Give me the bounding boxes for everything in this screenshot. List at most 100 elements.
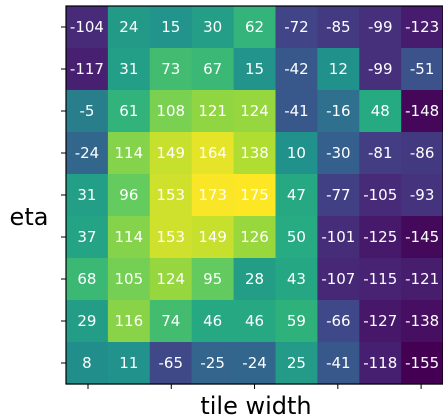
heatmap-cell	[317, 342, 360, 385]
heatmap-cell-value: -42	[284, 60, 309, 78]
heatmap-cell	[149, 90, 193, 133]
heatmap-cell	[359, 342, 402, 385]
heatmap-cells	[66, 6, 443, 385]
heatmap-cell-value: 50	[287, 228, 306, 246]
heatmap-cell	[317, 48, 360, 91]
heatmap-cell-value: 43	[287, 270, 306, 288]
heatmap-cell-value: 12	[329, 60, 348, 78]
heatmap-cell	[401, 258, 443, 301]
heatmap-cell	[317, 6, 360, 49]
heatmap-cell	[107, 132, 151, 175]
heatmap-cell-value: 74	[161, 312, 180, 330]
y-axis-label: eta	[10, 203, 49, 231]
heatmap-cell	[191, 90, 235, 133]
heatmap-cell	[317, 90, 360, 133]
heatmap-cell	[317, 300, 360, 343]
heatmap-cell-value: 46	[203, 312, 222, 330]
heatmap-cell	[107, 48, 151, 91]
heatmap-cell	[149, 6, 193, 49]
heatmap-cell-value: -85	[326, 18, 351, 36]
heatmap-cell	[233, 90, 277, 133]
heatmap-cell	[233, 342, 277, 385]
heatmap-cell-value: 164	[198, 144, 227, 162]
heatmap-cell	[401, 48, 443, 91]
heatmap-cell-value: -51	[410, 60, 435, 78]
heatmap-cell	[359, 132, 402, 175]
heatmap-cell-value: -138	[405, 312, 439, 330]
heatmap-cell-value: -101	[321, 228, 355, 246]
heatmap-cell	[317, 216, 360, 259]
heatmap-cell	[191, 6, 235, 49]
heatmap-cell	[149, 342, 193, 385]
heatmap-cell-value: -123	[405, 18, 439, 36]
heatmap-cell	[149, 258, 193, 301]
heatmap-cell	[66, 48, 109, 91]
heatmap-cell	[275, 132, 318, 175]
heatmap-cell-value: 126	[240, 228, 269, 246]
heatmap-cell	[359, 90, 402, 133]
heatmap-cell-value: 15	[245, 60, 264, 78]
heatmap-cell-value: -155	[405, 354, 439, 372]
heatmap-cell-value: 29	[77, 312, 96, 330]
heatmap-cell	[149, 132, 193, 175]
heatmap-cell	[275, 258, 318, 301]
heatmap-cell-value: 73	[161, 60, 180, 78]
heatmap-cell-value: 124	[156, 270, 185, 288]
heatmap-cell	[191, 258, 235, 301]
heatmap-cell	[233, 216, 277, 259]
heatmap-cell	[275, 300, 318, 343]
heatmap-cell-value: 175	[240, 186, 269, 204]
heatmap-cell-value: 46	[245, 312, 264, 330]
heatmap-cell	[359, 300, 402, 343]
heatmap-cell-value: 8	[82, 354, 92, 372]
heatmap-cell	[359, 6, 402, 49]
heatmap-cell-value: 153	[156, 186, 185, 204]
heatmap-cell	[317, 174, 360, 217]
heatmap-cell-value: 138	[240, 144, 269, 162]
heatmap-cell	[401, 216, 443, 259]
heatmap-cell-value: -16	[326, 102, 351, 120]
heatmap-cell	[107, 6, 151, 49]
heatmap-cell-value: -24	[242, 354, 267, 372]
heatmap-cell-value: -118	[363, 354, 397, 372]
heatmap-cell	[66, 216, 109, 259]
heatmap-cell	[66, 258, 109, 301]
heatmap-cell-value: 116	[115, 312, 144, 330]
heatmap-cell-value: 96	[119, 186, 138, 204]
heatmap-cell	[359, 216, 402, 259]
heatmap-cell-value: 67	[203, 60, 222, 78]
heatmap-cell-value: 62	[245, 18, 264, 36]
heatmap-cell-value: 68	[77, 270, 96, 288]
heatmap-cell	[107, 90, 151, 133]
heatmap-cell-value: -86	[410, 144, 435, 162]
heatmap-cell-value: 59	[287, 312, 306, 330]
heatmap-cell	[191, 342, 235, 385]
x-axis-label: tile width	[200, 392, 311, 419]
heatmap-cell	[149, 48, 193, 91]
heatmap-cell	[401, 90, 443, 133]
heatmap-cell-value: -65	[159, 354, 184, 372]
heatmap-cell-value: -5	[79, 102, 94, 120]
heatmap-cell-value: -24	[75, 144, 100, 162]
heatmap-cell-value: -105	[363, 186, 397, 204]
heatmap-cell	[401, 300, 443, 343]
heatmap-cell	[149, 174, 193, 217]
heatmap-cell	[191, 300, 235, 343]
heatmap-cell-value: -148	[405, 102, 439, 120]
heatmap-cell-value: 11	[119, 354, 138, 372]
heatmap-cell	[359, 48, 402, 91]
heatmap-cell	[66, 132, 109, 175]
heatmap-cell-value: 149	[156, 144, 185, 162]
heatmap-cell-value: 48	[371, 102, 390, 120]
heatmap-cell-value: 10	[287, 144, 306, 162]
heatmap-cell-labels: -104 24 15 30 62 -72 -85 -99 -123 -117 31 73 67 15 -42…	[70, 18, 439, 372]
heatmap-cell-value: -93	[410, 186, 435, 204]
heatmap-cell-value: 24	[119, 18, 138, 36]
heatmap-cell	[401, 342, 443, 385]
heatmap-cell-value: 31	[119, 60, 138, 78]
heatmap-cell	[275, 174, 318, 217]
heatmap-cell	[317, 132, 360, 175]
heatmap-cell	[233, 132, 277, 175]
heatmap-cell	[401, 6, 443, 49]
